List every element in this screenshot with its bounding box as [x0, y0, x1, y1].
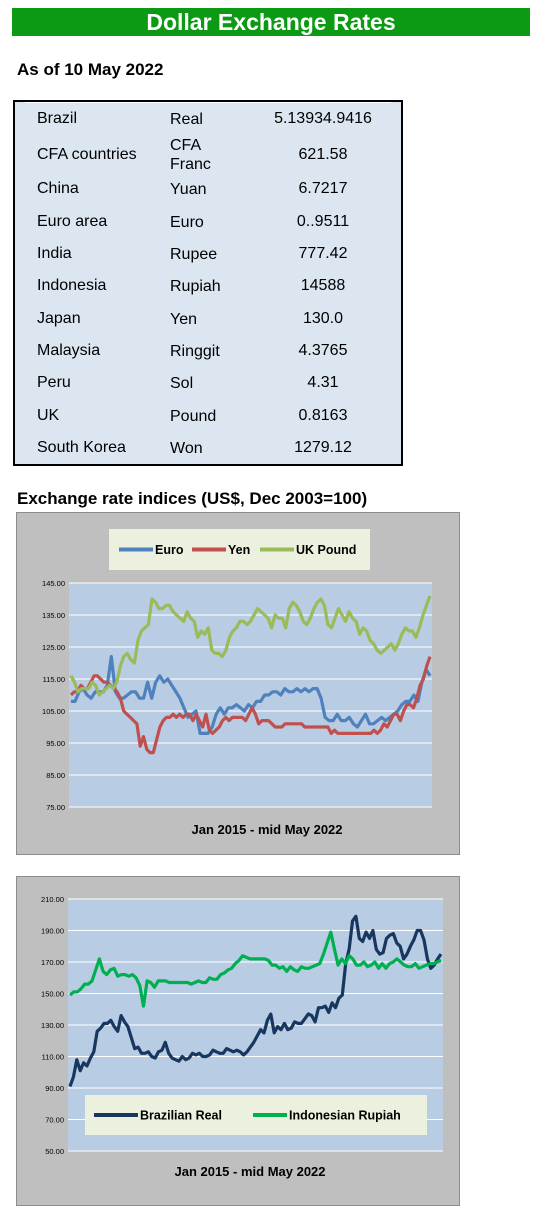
- country-cell: Peru: [37, 374, 71, 391]
- legend-label: Euro: [155, 543, 184, 557]
- as-of-date: As of 10 May 2022: [17, 60, 164, 79]
- country-cell: India: [37, 245, 72, 262]
- currency-cell: Won: [170, 440, 203, 457]
- currency-cell: Euro: [170, 214, 204, 231]
- country-cell: Brazil: [37, 110, 78, 127]
- y-tick-label: 105.00: [42, 707, 65, 716]
- x-axis-label: Jan 2015 - mid May 2022: [174, 1164, 325, 1179]
- rate-cell: 777.42: [298, 245, 348, 262]
- exchange-index-chart-2: 50.00 70.00 90.00 110.00 130.00 150.00 170.00 1…: [41, 895, 443, 1179]
- chart-1-frame: 75.00 85.00 95.00 105.00 115.00 125.00 135.00 1…: [16, 512, 460, 855]
- currency-cell: CFA Franc: [170, 137, 211, 173]
- legend-label: UK Pound: [296, 543, 356, 557]
- y-tick-label: 70.00: [45, 1116, 64, 1125]
- legend-label: Yen: [228, 543, 250, 557]
- y-tick-label: 210.00: [41, 895, 64, 904]
- currency-cell: Ringgit: [170, 343, 220, 360]
- legend-label: Brazilian Real: [140, 1109, 222, 1123]
- y-tick-label: 145.00: [42, 579, 65, 588]
- country-cell: South Korea: [37, 439, 126, 456]
- series-line-euro: [71, 655, 432, 735]
- section-title: Exchange rate indices (US$, Dec 2003=100…: [17, 489, 368, 508]
- y-tick-label: 135.00: [42, 611, 65, 620]
- rate-cell: 14588: [300, 277, 346, 294]
- chart-2-frame: 50.00 70.00 90.00 110.00 130.00 150.00 170.00 1…: [16, 876, 460, 1206]
- exchange-index-chart-1: 75.00 85.00 95.00 105.00 115.00 125.00 135.00 1…: [42, 529, 432, 837]
- exchange-rate-table: Brazil Real 5.13934.9416 CFA countries CFA F…: [13, 100, 403, 466]
- y-tick-label: 125.00: [42, 643, 65, 652]
- y-tick-label: 190.00: [41, 927, 64, 936]
- series-line-indonesian-rupiah: [68, 930, 442, 1008]
- currency-cell: Rupee: [170, 246, 218, 263]
- y-tick-label: 90.00: [45, 1084, 64, 1093]
- y-tick-label: 170.00: [41, 958, 64, 967]
- currency-cell: Yuan: [170, 181, 207, 198]
- rate-cell: 0..9511: [296, 213, 350, 230]
- series-line-brazilian-real: [68, 914, 443, 1087]
- rate-cell: 5.13934.9416: [274, 110, 372, 127]
- y-tick-label: 75.00: [46, 803, 65, 812]
- country-cell: China: [37, 180, 79, 197]
- x-axis-label: Jan 2015 - mid May 2022: [191, 822, 342, 837]
- rate-cell: 1279.12: [294, 439, 352, 456]
- y-tick-label: 130.00: [41, 1021, 64, 1030]
- country-cell: Malaysia: [37, 342, 101, 359]
- country-cell: Euro area: [37, 213, 108, 230]
- country-cell: CFA countries: [37, 146, 137, 163]
- currency-cell: Rupiah: [170, 278, 221, 295]
- currency-cell: Yen: [170, 311, 197, 328]
- currency-cell: Real: [170, 111, 203, 128]
- country-cell: UK: [37, 407, 60, 424]
- rate-cell: 130.0: [302, 310, 344, 327]
- y-tick-label: 110.00: [42, 1053, 64, 1062]
- series-line-yen: [69, 656, 432, 755]
- legend-label: Indonesian Rupiah: [289, 1109, 401, 1123]
- country-cell: Indonesia: [37, 277, 107, 294]
- series-line-uk-pound: [69, 595, 432, 697]
- rate-cell: 4.31: [307, 374, 339, 391]
- rate-cell: 4.3765: [298, 342, 348, 359]
- rate-cell: 6.7217: [298, 180, 348, 197]
- plot-area: [69, 583, 432, 807]
- currency-cell: Pound: [170, 408, 217, 425]
- y-tick-label: 150.00: [41, 990, 64, 999]
- page-title: Dollar Exchange Rates: [12, 8, 530, 36]
- currency-cell: Sol: [170, 375, 194, 392]
- y-tick-label: 115.00: [43, 675, 65, 684]
- rate-cell: 0.8163: [298, 407, 348, 424]
- rate-cell: 621.58: [298, 146, 348, 163]
- y-tick-label: 85.00: [46, 771, 65, 780]
- country-cell: Japan: [37, 310, 81, 327]
- y-tick-label: 95.00: [46, 739, 65, 748]
- y-tick-label: 50.00: [45, 1147, 64, 1156]
